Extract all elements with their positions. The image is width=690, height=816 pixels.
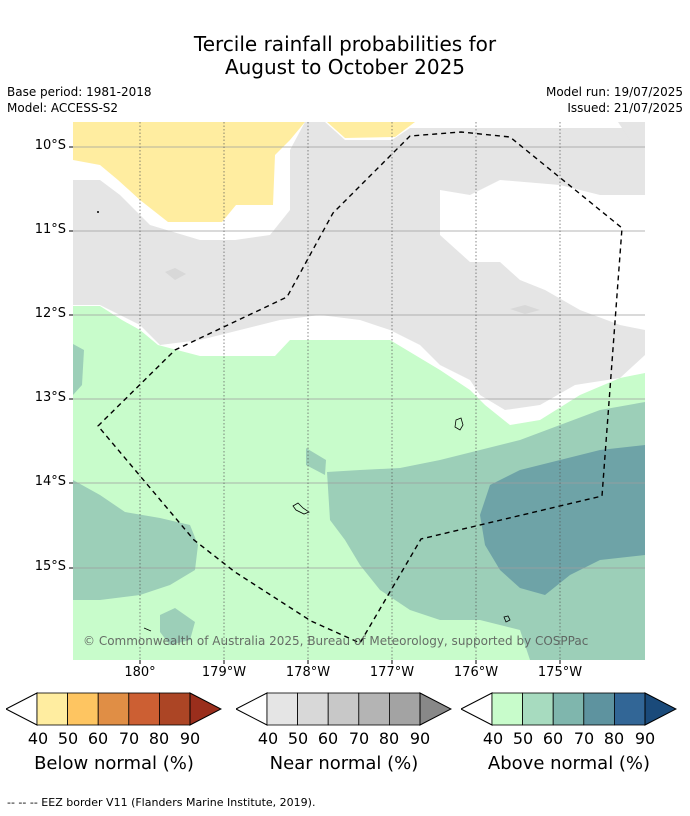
cbar-near-segment-60 <box>327 692 360 726</box>
eez-border <box>97 131 623 644</box>
below-normal-region-2 <box>327 122 415 138</box>
cbar-above-arrow-low <box>461 692 493 726</box>
cbar-above-segment-60 <box>552 692 585 726</box>
near-normal-corner <box>618 122 645 145</box>
below-tick-80: 80 <box>148 729 170 748</box>
chart-title-line1: Tercile rainfall probabilities for <box>193 32 497 56</box>
above-normal-west-50 <box>73 480 198 600</box>
lon-label-178w: 178°W <box>285 665 331 680</box>
below-tick-40: 40 <box>27 729 49 748</box>
above-tick-80: 80 <box>603 729 625 748</box>
cbar-below-segment-60 <box>97 692 130 726</box>
island-coastline-4 <box>143 627 152 632</box>
copyright-notice: © Commonwealth of Australia 2025, Bureau… <box>83 634 589 648</box>
island-dot <box>97 211 99 213</box>
below-tick-90: 90 <box>179 729 201 748</box>
cbar-below-segment-80 <box>158 692 191 726</box>
near-tick-60: 60 <box>317 729 339 748</box>
lat-label-13s: 13°S <box>34 390 66 405</box>
above-tick-90: 90 <box>634 729 656 748</box>
cbar-near-arrow-high <box>419 692 452 726</box>
model-run: Model run: 19/07/2025 <box>545 85 683 99</box>
cbar-below-segment-40 <box>36 692 69 726</box>
island-coastline-3 <box>503 615 511 623</box>
above-tick-70: 70 <box>573 729 595 748</box>
colorbar-near-normal <box>236 692 452 726</box>
above-normal-edge-50 <box>73 344 84 395</box>
near-tick-40: 40 <box>257 729 279 748</box>
below-normal-title: Below normal (%) <box>34 753 194 774</box>
model-name: Model: ACCESS-S2 <box>7 101 119 115</box>
cbar-near-arrow-low <box>236 692 268 726</box>
base-period: Base period: 1981-2018 <box>7 85 152 99</box>
below-tick-70: 70 <box>118 729 140 748</box>
cbar-near-segment-40 <box>266 692 299 726</box>
cbar-below-segment-50 <box>67 692 99 726</box>
above-normal-title: Above normal (%) <box>487 753 651 774</box>
cbar-near-segment-80 <box>388 692 421 726</box>
cbar-above-arrow-high <box>644 692 677 726</box>
lon-label-177w: 177°W <box>369 665 415 680</box>
axis-ticks <box>69 146 561 664</box>
near-normal-patch-50b <box>510 305 540 314</box>
above-normal-patch-50 <box>306 448 326 475</box>
cbar-near-segment-50 <box>297 692 329 726</box>
island-coastline-2 <box>454 417 464 431</box>
cbar-above-segment-70 <box>583 692 615 726</box>
below-tick-60: 60 <box>87 729 109 748</box>
above-normal-south-50 <box>160 608 195 645</box>
colorbar-below-normal <box>6 692 222 726</box>
near-tick-90: 90 <box>409 729 431 748</box>
above-normal-region-60 <box>480 445 645 595</box>
island-coastline <box>292 502 310 515</box>
issued-date: Issued: 21/07/2025 <box>567 101 683 115</box>
eez-footnote: -- -- -- EEZ border V11 (Flanders Marine… <box>7 796 316 809</box>
cbar-below-segment-70 <box>128 692 160 726</box>
cbar-below-arrow-low <box>6 692 38 726</box>
near-normal-title: Near normal (%) <box>269 753 419 774</box>
lon-label-179w: 179°W <box>201 665 247 680</box>
lon-label-180: 180° <box>124 665 156 680</box>
lat-label-12s: 12°S <box>34 306 66 321</box>
near-tick-50: 50 <box>287 729 309 748</box>
lon-label-176w: 176°W <box>453 665 499 680</box>
cbar-above-segment-50 <box>522 692 554 726</box>
cbar-below-arrow-high <box>189 692 222 726</box>
lat-label-15s: 15°S <box>34 559 66 574</box>
lat-label-10s: 10°S <box>34 138 66 153</box>
above-tick-50: 50 <box>512 729 534 748</box>
cbar-above-segment-80 <box>613 692 646 726</box>
near-normal-region <box>73 122 645 410</box>
cbar-near-segment-70 <box>358 692 390 726</box>
gridlines <box>73 122 645 660</box>
cbar-above-segment-40 <box>491 692 524 726</box>
lat-label-14s: 14°S <box>34 474 66 489</box>
above-tick-40: 40 <box>482 729 504 748</box>
lon-label-175w: 175°W <box>537 665 583 680</box>
below-tick-50: 50 <box>57 729 79 748</box>
colorbar-above-normal <box>461 692 677 726</box>
lat-label-11s: 11°S <box>34 222 66 237</box>
chart-title-line2: August to October 2025 <box>224 55 466 79</box>
near-tick-70: 70 <box>348 729 370 748</box>
near-normal-patch-50 <box>165 268 186 280</box>
near-tick-80: 80 <box>378 729 400 748</box>
above-tick-60: 60 <box>542 729 564 748</box>
